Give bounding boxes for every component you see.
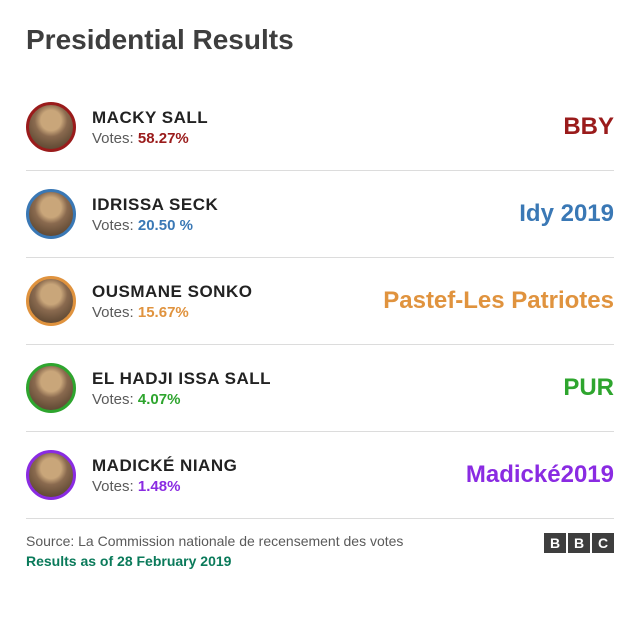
votes-line: Votes: 58.27%: [92, 130, 563, 147]
votes-label: Votes:: [92, 130, 134, 147]
logo-box: B: [544, 533, 566, 553]
candidate-info: OUSMANE SONKO Votes: 15.67%: [92, 282, 383, 321]
votes-label: Votes:: [92, 217, 134, 234]
avatar: [26, 276, 76, 326]
avatar: [26, 450, 76, 500]
avatar: [26, 363, 76, 413]
candidate-info: MACKY SALL Votes: 58.27%: [92, 108, 563, 147]
footer-text: Source: La Commission nationale de recen…: [26, 533, 403, 569]
candidate-name: MACKY SALL: [92, 108, 563, 128]
candidate-info: MADICKÉ NIANG Votes: 1.48%: [92, 456, 466, 495]
candidate-row: OUSMANE SONKO Votes: 15.67% Pastef-Les P…: [26, 258, 614, 345]
votes-percent: 4.07%: [138, 391, 181, 408]
footer: Source: La Commission nationale de recen…: [26, 519, 614, 569]
candidate-name: IDRISSA SECK: [92, 195, 519, 215]
candidate-info: IDRISSA SECK Votes: 20.50 %: [92, 195, 519, 234]
party-label: BBY: [563, 113, 614, 141]
avatar: [26, 102, 76, 152]
votes-percent: 1.48%: [138, 478, 181, 495]
votes-label: Votes:: [92, 478, 134, 495]
candidate-name: OUSMANE SONKO: [92, 282, 383, 302]
page-title: Presidential Results: [26, 24, 614, 56]
party-label: Pastef-Les Patriotes: [383, 287, 614, 315]
avatar: [26, 189, 76, 239]
candidate-name: MADICKÉ NIANG: [92, 456, 466, 476]
party-label: PUR: [563, 374, 614, 402]
votes-line: Votes: 15.67%: [92, 304, 383, 321]
votes-percent: 58.27%: [138, 130, 189, 147]
votes-label: Votes:: [92, 391, 134, 408]
asof-text: Results as of 28 February 2019: [26, 553, 403, 569]
source-text: Source: La Commission nationale de recen…: [26, 533, 403, 549]
candidate-name: EL HADJI ISSA SALL: [92, 369, 563, 389]
candidate-row: MADICKÉ NIANG Votes: 1.48% Madické2019: [26, 432, 614, 519]
candidate-row: MACKY SALL Votes: 58.27% BBY: [26, 84, 614, 171]
candidate-info: EL HADJI ISSA SALL Votes: 4.07%: [92, 369, 563, 408]
candidate-row: EL HADJI ISSA SALL Votes: 4.07% PUR: [26, 345, 614, 432]
results-list: MACKY SALL Votes: 58.27% BBY IDRISSA SEC…: [26, 84, 614, 519]
votes-percent: 15.67%: [138, 304, 189, 321]
votes-line: Votes: 4.07%: [92, 391, 563, 408]
bbc-logo: B B C: [544, 533, 614, 553]
votes-percent: 20.50 %: [138, 217, 193, 234]
party-label: Madické2019: [466, 461, 614, 489]
votes-line: Votes: 1.48%: [92, 478, 466, 495]
logo-box: C: [592, 533, 614, 553]
votes-label: Votes:: [92, 304, 134, 321]
candidate-row: IDRISSA SECK Votes: 20.50 % Idy 2019: [26, 171, 614, 258]
votes-line: Votes: 20.50 %: [92, 217, 519, 234]
logo-box: B: [568, 533, 590, 553]
party-label: Idy 2019: [519, 200, 614, 228]
